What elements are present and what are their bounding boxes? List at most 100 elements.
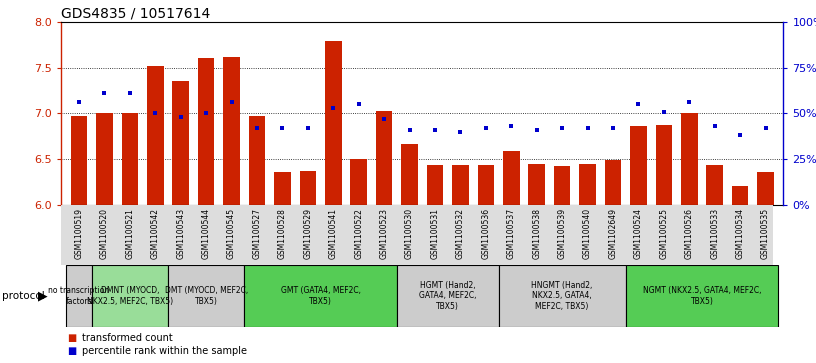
Point <box>98 90 111 96</box>
Point <box>479 125 492 131</box>
Text: GSM1100528: GSM1100528 <box>278 208 287 259</box>
Bar <box>605 160 621 205</box>
Bar <box>66 265 91 327</box>
Bar <box>554 166 570 205</box>
Text: HNGMT (Hand2,
NKX2.5, GATA4,
MEF2C, TBX5): HNGMT (Hand2, NKX2.5, GATA4, MEF2C, TBX5… <box>531 281 592 311</box>
Text: GSM1100540: GSM1100540 <box>583 208 592 259</box>
Point <box>174 114 187 120</box>
Text: GSM1100545: GSM1100545 <box>227 208 236 259</box>
Text: GSM1100537: GSM1100537 <box>507 208 516 259</box>
Bar <box>529 164 545 205</box>
Point <box>225 99 238 105</box>
Text: GSM1100530: GSM1100530 <box>405 208 414 259</box>
Text: GSM1100534: GSM1100534 <box>736 208 745 259</box>
Text: GSM1100544: GSM1100544 <box>202 208 211 259</box>
Point <box>73 99 86 105</box>
Bar <box>197 57 215 205</box>
Text: GSM1100519: GSM1100519 <box>74 208 83 259</box>
Text: ■: ■ <box>67 346 76 356</box>
Bar <box>350 159 367 205</box>
Bar <box>401 144 418 205</box>
Text: DMNT (MYOCD,
NKX2.5, MEF2C, TBX5): DMNT (MYOCD, NKX2.5, MEF2C, TBX5) <box>86 286 173 306</box>
Text: GSM1100524: GSM1100524 <box>634 208 643 259</box>
Bar <box>626 265 778 327</box>
Text: GSM1102649: GSM1102649 <box>609 208 618 259</box>
Text: GSM1100529: GSM1100529 <box>304 208 313 259</box>
Text: GSM1100533: GSM1100533 <box>710 208 719 259</box>
Bar <box>96 114 113 205</box>
Bar <box>299 171 316 205</box>
Text: GSM1100531: GSM1100531 <box>431 208 440 259</box>
Text: no transcription
factors: no transcription factors <box>48 286 109 306</box>
Point <box>581 125 594 131</box>
Text: GSM1100523: GSM1100523 <box>379 208 388 259</box>
Text: GMT (GATA4, MEF2C,
TBX5): GMT (GATA4, MEF2C, TBX5) <box>281 286 361 306</box>
Point <box>708 123 721 129</box>
Point <box>454 129 467 135</box>
Text: GSM1100521: GSM1100521 <box>126 208 135 259</box>
Bar <box>172 81 189 205</box>
Text: HGMT (Hand2,
GATA4, MEF2C,
TBX5): HGMT (Hand2, GATA4, MEF2C, TBX5) <box>419 281 477 311</box>
Bar <box>630 126 647 205</box>
Bar <box>71 116 87 205</box>
Bar <box>397 265 499 327</box>
Text: GSM1100525: GSM1100525 <box>659 208 668 259</box>
Text: GSM1100520: GSM1100520 <box>100 208 109 259</box>
Point <box>301 125 314 131</box>
Bar <box>499 265 626 327</box>
Bar <box>503 151 520 205</box>
Bar <box>244 265 397 327</box>
Point <box>505 123 518 129</box>
Bar <box>732 186 748 205</box>
Text: ■: ■ <box>67 333 76 343</box>
Bar <box>249 116 265 205</box>
Bar <box>655 125 672 205</box>
Text: NGMT (NKX2.5, GATA4, MEF2C,
TBX5): NGMT (NKX2.5, GATA4, MEF2C, TBX5) <box>643 286 761 306</box>
Bar <box>707 165 723 205</box>
Text: DMT (MYOCD, MEF2C,
TBX5): DMT (MYOCD, MEF2C, TBX5) <box>165 286 248 306</box>
Bar <box>168 265 244 327</box>
Bar <box>147 66 163 205</box>
Point <box>403 127 416 133</box>
Point <box>353 101 366 107</box>
Point <box>378 116 391 122</box>
Bar <box>452 165 468 205</box>
Text: transformed count: transformed count <box>82 333 172 343</box>
Text: GSM1100536: GSM1100536 <box>481 208 490 259</box>
Bar <box>427 165 443 205</box>
Point <box>658 109 671 114</box>
Bar <box>376 111 392 205</box>
Point <box>251 125 264 131</box>
Point <box>759 125 772 131</box>
Bar <box>91 265 168 327</box>
Point <box>149 110 162 116</box>
Text: GSM1100535: GSM1100535 <box>761 208 770 259</box>
Point <box>683 99 696 105</box>
Bar <box>274 172 290 205</box>
Bar <box>325 41 342 205</box>
Text: GSM1100526: GSM1100526 <box>685 208 694 259</box>
Point <box>428 127 441 133</box>
Text: GSM1100541: GSM1100541 <box>329 208 338 259</box>
Bar <box>579 164 596 205</box>
Point <box>606 125 619 131</box>
Text: GSM1100538: GSM1100538 <box>532 208 541 259</box>
Point <box>530 127 543 133</box>
Text: ▶: ▶ <box>38 289 47 302</box>
Text: GDS4835 / 10517614: GDS4835 / 10517614 <box>61 7 211 21</box>
Point <box>556 125 569 131</box>
Point <box>326 105 339 111</box>
Point <box>632 101 645 107</box>
Text: GSM1100527: GSM1100527 <box>252 208 261 259</box>
Bar <box>757 172 774 205</box>
Bar <box>477 165 494 205</box>
Point <box>734 132 747 138</box>
Point <box>276 125 289 131</box>
Bar <box>224 57 240 205</box>
Text: GSM1100542: GSM1100542 <box>151 208 160 259</box>
Text: percentile rank within the sample: percentile rank within the sample <box>82 346 246 356</box>
Bar <box>122 113 138 205</box>
Point <box>200 110 213 116</box>
Bar <box>681 114 698 205</box>
Text: GSM1100539: GSM1100539 <box>557 208 566 259</box>
